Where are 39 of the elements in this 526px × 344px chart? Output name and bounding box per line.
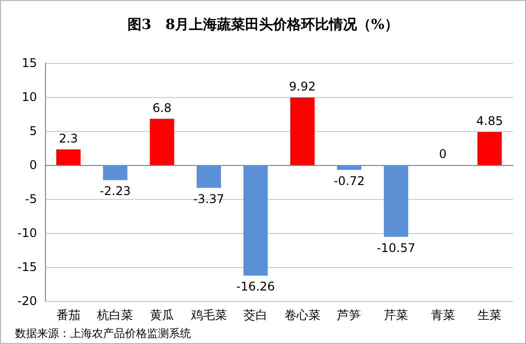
data-label: 9.92: [289, 80, 316, 94]
data-label: -3.37: [193, 192, 224, 206]
x-tick-label: 茭白: [244, 308, 268, 322]
bar: [56, 149, 81, 165]
data-label: -16.26: [236, 280, 275, 294]
x-tick-label: 番茄: [56, 308, 80, 322]
bar: [337, 165, 362, 170]
bar: [103, 165, 128, 180]
x-tick-label: 黄瓜: [150, 308, 174, 322]
y-tick-label: 15: [22, 56, 37, 70]
x-tick-label: 青菜: [430, 308, 455, 322]
y-tick-label: -10: [17, 226, 37, 240]
bar: [477, 132, 502, 165]
data-label: -2.23: [100, 184, 131, 198]
data-label: 6.8: [152, 100, 172, 115]
x-tick-label: 芦笋: [337, 308, 362, 322]
y-tick-label: -15: [17, 260, 37, 274]
x-tick-label: 鸡毛菜: [190, 308, 227, 322]
bar: [384, 165, 408, 237]
bar: [150, 118, 174, 165]
bar: [243, 165, 268, 276]
bar: [290, 98, 315, 165]
x-tick-label: 卷心菜: [284, 308, 320, 322]
chart-title: 图3 8月上海蔬菜田头价格环比情况（%）: [128, 17, 398, 33]
y-tick-label: -20: [17, 294, 37, 308]
y-tick-label: 10: [22, 90, 37, 104]
x-tick-label: 生菜: [478, 308, 502, 322]
data-label: -10.57: [376, 240, 416, 255]
y-tick-label: 0: [29, 158, 37, 172]
source-note: 数据来源：上海农产品价格监测系统: [15, 327, 191, 340]
data-label: -0.72: [334, 174, 365, 188]
x-tick-label: 芹菜: [384, 308, 408, 322]
x-tick-label: 杭白菜: [96, 308, 134, 322]
data-label: 4.85: [476, 114, 503, 128]
y-tick-label: 5: [29, 124, 37, 138]
bar: [196, 165, 221, 188]
data-label: 0: [438, 147, 447, 161]
data-label: 2.3: [58, 131, 78, 146]
y-tick-label: -5: [25, 192, 37, 206]
